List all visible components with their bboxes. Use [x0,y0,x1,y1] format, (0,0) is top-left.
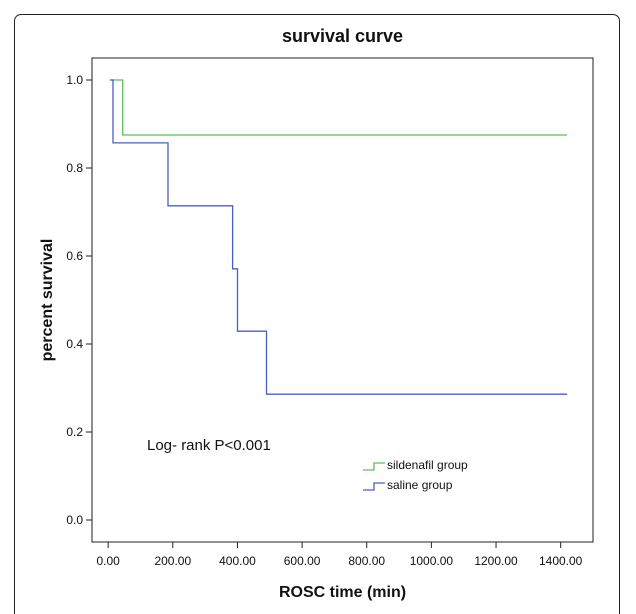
y-tick-label: 0.4 [66,337,83,351]
series-layer [109,79,568,395]
x-tick-label: 1400.00 [539,554,583,568]
legend-label: sildenafil group [387,458,468,472]
y-tick-label: 0.2 [66,425,83,439]
x-tick-label: 1000.00 [410,554,454,568]
chart-title: survival curve [282,26,403,46]
x-tick-label: 0.00 [96,554,120,568]
x-tick-label: 1200.00 [474,554,518,568]
x-tick-label: 800.00 [348,554,385,568]
log-rank-annotation: Log- rank P<0.001 [147,437,271,454]
y-tick-label: 0.0 [66,513,83,527]
x-tick-label: 600.00 [284,554,321,568]
legend-swatch [363,462,385,471]
y-tick-label: 1.0 [66,73,83,87]
series-line-saline-group [109,79,568,395]
x-tick-label: 200.00 [154,554,191,568]
x-tick-label: 400.00 [219,554,256,568]
y-axis-label: percent survival [39,239,56,362]
legend-swatch [363,482,385,491]
x-axis-ticks: 0.00 200.00 400.00 600.00 800.00 1000.00 1200.… [96,542,583,568]
plot-area [91,57,594,543]
y-axis-ticks: 0.0 0.2 0.4 0.6 0.8 1.0 [66,73,92,527]
legend: sildenafil group saline group [363,458,468,492]
y-tick-label: 0.6 [66,249,83,263]
series-line-sildenafil-group [111,79,568,136]
legend-label: saline group [387,478,453,492]
y-tick-label: 0.8 [66,161,83,175]
x-axis-label: ROSC time (min) [279,584,406,601]
